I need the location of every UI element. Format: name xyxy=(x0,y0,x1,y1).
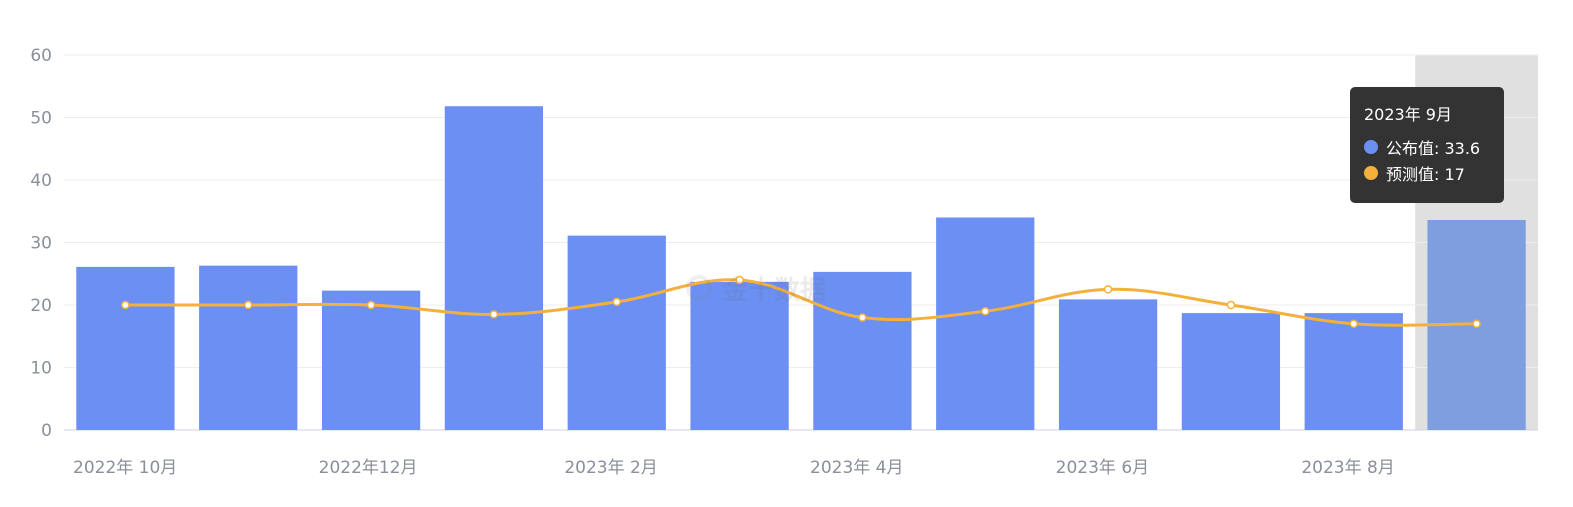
forecast-point xyxy=(1472,319,1481,328)
bar xyxy=(1181,313,1281,430)
bar xyxy=(1304,313,1403,430)
forecast-point xyxy=(612,297,621,307)
forecast-marker-icon xyxy=(1364,166,1378,180)
published-marker-icon xyxy=(1364,140,1378,154)
y-tick-label: 10 xyxy=(30,359,52,379)
bar xyxy=(936,217,1035,430)
y-tick-label: 30 xyxy=(30,234,52,254)
forecast-line xyxy=(125,278,1477,327)
forecast-point xyxy=(735,275,744,285)
x-tick-label: 2023年 4月 xyxy=(810,458,903,478)
bar xyxy=(690,281,789,430)
bar xyxy=(76,266,175,430)
y-tick-label: 0 xyxy=(41,421,52,441)
tooltip-forecast-label: 预测值: 17 xyxy=(1386,165,1465,184)
forecast-point xyxy=(1103,285,1113,294)
bar xyxy=(199,265,298,430)
tooltip-title: 2023年 9月 xyxy=(1364,105,1452,124)
tooltip: 2023年 9月 公布值: 33.6 预测值: 17 xyxy=(1350,87,1504,203)
y-tick-label: 40 xyxy=(30,171,52,191)
x-tick-label: 2023年 6月 xyxy=(1056,458,1149,478)
bar xyxy=(567,235,666,430)
bar xyxy=(444,106,544,430)
forecast-point xyxy=(244,300,253,310)
bar xyxy=(813,271,912,430)
forecast-point xyxy=(981,307,990,316)
x-tick-label: 2022年12月 xyxy=(319,458,418,478)
x-tick-label: 2023年 8月 xyxy=(1301,458,1394,478)
x-tick-label: 2022年 10月 xyxy=(73,458,177,478)
forecast-point xyxy=(366,300,376,310)
tooltip-row-published: 公布值: 33.6 xyxy=(1364,134,1490,160)
y-tick-label: 60 xyxy=(30,46,52,66)
forecast-point xyxy=(1349,319,1358,328)
x-tick-label: 2023年 2月 xyxy=(564,458,657,478)
forecast-point xyxy=(489,310,499,319)
tooltip-row-forecast: 预测值: 17 xyxy=(1364,160,1490,186)
tooltip-published-label: 公布值: 33.6 xyxy=(1386,139,1481,158)
forecast-point xyxy=(1226,300,1236,310)
forecast-point xyxy=(121,300,130,310)
y-tick-label: 50 xyxy=(30,109,52,129)
forecast-point xyxy=(858,313,867,322)
bar xyxy=(1058,299,1158,430)
y-tick-label: 20 xyxy=(30,296,52,316)
bar xyxy=(321,290,421,430)
